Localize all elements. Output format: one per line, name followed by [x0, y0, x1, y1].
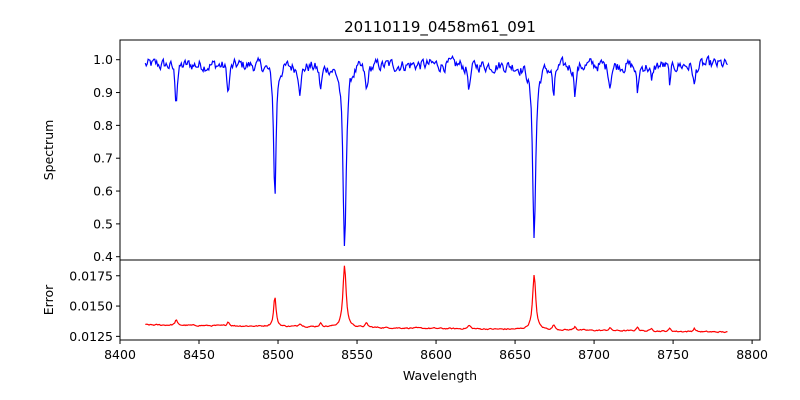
spectrum-y-tick-label: 0.6 [93, 184, 113, 199]
error-series-line [145, 265, 728, 334]
spectrum-y-tick-label: 0.8 [93, 118, 113, 133]
spectrum-y-tick-label: 0.5 [93, 216, 113, 231]
x-tick-label: 8550 [341, 347, 373, 362]
chart-title: 20110119_0458m61_091 [344, 18, 536, 37]
error-plot-frame [119, 259, 761, 341]
x-tick-label: 8600 [420, 347, 452, 362]
error-y-axis-label: Error [41, 284, 56, 315]
spectrum-y-tick-label: 0.4 [93, 249, 113, 264]
error-y-tick-label: 0.0150 [69, 299, 113, 314]
x-tick-label: 8700 [578, 347, 610, 362]
spectrum-y-tick-label: 0.7 [93, 151, 113, 166]
spectrum-panel: 0.4 0.5 0.6 0.7 0.8 0.9 1.0 Spectrum [41, 39, 761, 264]
x-tick-label: 8650 [499, 347, 531, 362]
error-y-tick-label: 0.0125 [69, 329, 113, 344]
spectrum-plot-frame [119, 39, 761, 261]
error-y-ticks: 0.0125 0.0150 0.0175 [69, 268, 120, 344]
x-axis-ticks: 8400 8450 8500 8550 8600 8650 8700 8750 8800 [104, 340, 768, 362]
x-tick-label: 8750 [657, 347, 689, 362]
spectrum-y-tick-label: 0.9 [93, 85, 113, 100]
x-tick-label: 8450 [183, 347, 215, 362]
x-tick-label: 8400 [104, 347, 136, 362]
x-tick-label: 8500 [262, 347, 294, 362]
x-tick-label: 8800 [736, 347, 768, 362]
spectrum-y-tick-label: 1.0 [93, 52, 113, 67]
spectrum-series-line [144, 54, 728, 247]
spectrum-y-axis-label: Spectrum [41, 120, 56, 181]
error-y-tick-label: 0.0175 [69, 268, 113, 283]
spectrum-y-ticks: 0.4 0.5 0.6 0.7 0.8 0.9 1.0 [93, 52, 120, 264]
x-axis-label: Wavelength [403, 368, 477, 383]
